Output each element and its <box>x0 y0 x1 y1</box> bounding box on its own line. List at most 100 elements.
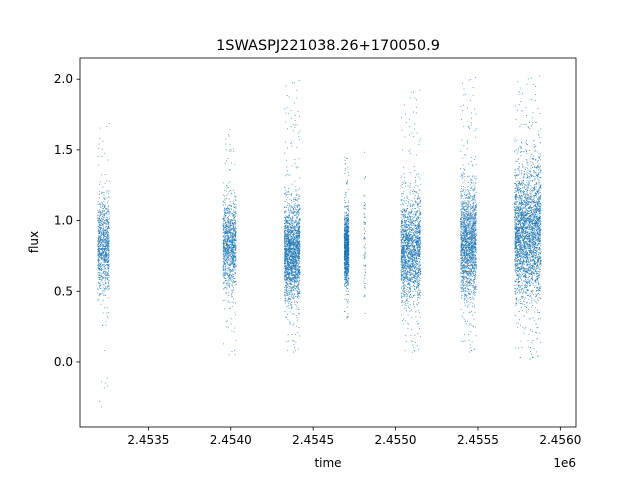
data-point <box>286 266 288 268</box>
data-point <box>295 207 297 209</box>
data-point <box>287 226 289 228</box>
data-point <box>105 213 107 215</box>
data-point <box>108 266 110 267</box>
data-point <box>296 260 297 262</box>
data-point <box>102 292 104 294</box>
data-point <box>286 305 288 307</box>
data-point <box>105 282 107 284</box>
data-point <box>231 212 233 214</box>
data-point <box>229 275 231 277</box>
data-point <box>226 242 228 244</box>
data-point <box>229 269 231 271</box>
data-point <box>108 279 110 281</box>
data-point <box>108 260 110 261</box>
data-point <box>103 239 105 241</box>
data-point <box>230 225 232 227</box>
data-point <box>345 258 347 260</box>
data-point <box>228 235 230 236</box>
data-point <box>104 246 106 248</box>
data-point <box>345 206 346 208</box>
data-point <box>97 217 99 219</box>
data-point <box>299 235 301 237</box>
data-point <box>294 266 296 268</box>
data-point <box>285 248 287 250</box>
data-point <box>295 202 297 204</box>
data-point <box>106 243 108 245</box>
data-point <box>106 244 108 246</box>
data-point <box>291 247 293 249</box>
data-point <box>290 304 291 306</box>
data-point <box>97 204 99 206</box>
data-point <box>289 265 291 267</box>
data-point <box>103 241 105 243</box>
data-point <box>344 270 346 272</box>
data-point <box>104 259 106 261</box>
data-point <box>100 256 102 257</box>
data-point <box>235 240 237 242</box>
data-point <box>285 292 287 294</box>
data-point <box>285 242 286 244</box>
data-point <box>99 231 101 233</box>
data-point <box>108 246 110 248</box>
data-point <box>289 242 291 244</box>
data-point <box>289 259 291 261</box>
data-point <box>103 192 105 194</box>
data-point <box>229 283 231 285</box>
data-point <box>284 311 286 312</box>
data-point <box>223 256 225 258</box>
data-point <box>290 277 292 279</box>
data-point <box>343 272 345 274</box>
data-point <box>226 231 228 233</box>
data-point <box>348 200 350 202</box>
data-point <box>344 163 346 165</box>
data-point <box>289 216 290 218</box>
data-point <box>290 141 292 143</box>
data-point <box>291 250 293 252</box>
data-point <box>291 183 293 185</box>
data-point <box>104 260 105 262</box>
data-point <box>232 247 234 249</box>
data-point <box>230 192 232 194</box>
data-point <box>107 234 109 236</box>
data-point <box>292 253 294 255</box>
data-point <box>227 207 229 209</box>
data-point <box>298 221 300 223</box>
data-point <box>97 267 99 268</box>
data-point <box>232 238 234 240</box>
data-point <box>222 182 224 184</box>
data-point <box>345 251 347 253</box>
data-point <box>98 229 100 231</box>
data-point <box>232 251 234 253</box>
data-point <box>99 248 100 249</box>
data-point <box>107 249 109 251</box>
data-point <box>293 248 295 250</box>
data-point <box>290 280 292 282</box>
data-point <box>104 256 106 258</box>
data-point <box>345 278 347 280</box>
data-point <box>100 243 102 245</box>
data-point <box>104 252 106 253</box>
data-point <box>226 208 228 210</box>
data-point <box>98 258 100 260</box>
data-point <box>291 207 293 209</box>
data-point <box>232 298 234 300</box>
data-point <box>291 263 293 264</box>
data-point <box>101 253 103 255</box>
data-point <box>223 343 224 345</box>
data-point <box>230 265 231 267</box>
data-point <box>102 255 104 257</box>
data-point <box>346 272 348 273</box>
data-point <box>222 243 224 245</box>
data-point <box>232 240 234 241</box>
data-point <box>106 252 108 254</box>
data-point <box>346 247 348 249</box>
data-point <box>232 264 234 265</box>
data-point <box>290 282 292 284</box>
data-point <box>283 265 285 267</box>
data-point <box>296 225 298 227</box>
data-point <box>288 241 290 243</box>
data-point <box>347 167 349 169</box>
data-point <box>225 225 227 226</box>
data-point <box>100 225 102 226</box>
data-point <box>288 266 289 268</box>
